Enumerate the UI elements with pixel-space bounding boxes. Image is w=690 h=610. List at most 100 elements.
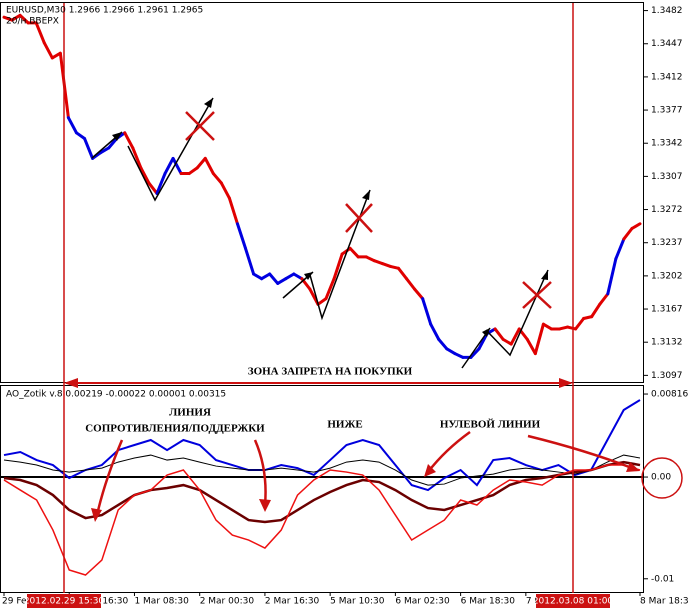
zero-circle xyxy=(641,457,683,499)
x-tick-label: 6 Mar 02:30 xyxy=(395,597,450,607)
annotation: ЛИНИЯ xyxy=(169,407,211,419)
indicator-panel xyxy=(0,385,644,593)
price-segment xyxy=(10,13,22,22)
arrow-head xyxy=(259,499,271,512)
price-segment xyxy=(211,172,223,185)
indicator-line xyxy=(3,399,641,492)
price-segment xyxy=(316,297,328,306)
x-tick-label: 6 Mar 18:30 xyxy=(461,597,516,607)
price-segment xyxy=(107,136,119,150)
price-segment xyxy=(308,287,320,306)
price-title: EURUSD,M30 1.2966 1.2966 1.2961 1.2965 xyxy=(6,6,203,16)
y-tick-label: 1.3377 xyxy=(651,106,683,116)
price-segment xyxy=(340,246,352,256)
price-segment xyxy=(396,266,409,281)
y-tick-label: 0.00816 xyxy=(651,390,688,400)
cross-marks xyxy=(185,111,552,309)
price-segment xyxy=(574,317,586,331)
price-segment xyxy=(405,277,417,291)
time-label-box xyxy=(27,594,101,608)
zone-label: ЗОНА ЗАПРЕТА НА ПОКУПКИ xyxy=(248,366,413,378)
y-tick-label: 1.3412 xyxy=(651,72,683,82)
price-segment xyxy=(533,322,545,356)
price-segment xyxy=(630,222,642,231)
arrow-heads xyxy=(112,98,548,337)
y-tick-label: -0.01 xyxy=(651,574,674,584)
x-tick-label: 5 Mar 10:30 xyxy=(330,597,385,607)
y-tick-label: 1.3097 xyxy=(651,371,683,381)
price-segment xyxy=(66,116,78,135)
price-segment xyxy=(421,297,433,326)
arrow xyxy=(485,269,549,357)
arrow-head xyxy=(112,132,122,141)
price-segment xyxy=(227,196,239,226)
annotation-arrow-heads xyxy=(91,462,640,522)
price-segment xyxy=(171,156,183,176)
x-tick-label: 2 Mar 16:30 xyxy=(265,597,320,607)
x-tick-label: 1 Mar 08:30 xyxy=(134,597,189,607)
price-segment xyxy=(34,21,46,45)
price-segment xyxy=(244,246,256,276)
price-segment xyxy=(268,272,280,285)
arrow-head xyxy=(362,190,370,200)
cross xyxy=(522,281,552,309)
indicator-line xyxy=(3,464,641,576)
annotation-arrow xyxy=(527,434,633,470)
price-segment xyxy=(139,166,151,185)
price-segment xyxy=(477,332,489,351)
price-segment xyxy=(525,337,537,356)
annotation-arrow xyxy=(95,439,124,516)
cross xyxy=(345,203,373,233)
arrow-head xyxy=(482,328,490,337)
arrow-head xyxy=(91,508,102,522)
arrow-head xyxy=(626,462,640,472)
time-label: 2012.03.08 01:00 xyxy=(533,597,614,607)
price-segment xyxy=(203,156,215,176)
indicator-line xyxy=(3,454,641,486)
annotation: НИЖЕ xyxy=(327,419,362,431)
arrow-head xyxy=(204,98,213,108)
zone-arrow-head xyxy=(64,378,78,388)
zone-arrow-head xyxy=(559,378,573,388)
price-segment xyxy=(91,151,103,160)
price-segment xyxy=(284,272,296,281)
price-segment xyxy=(123,131,135,150)
arrow-head xyxy=(541,270,548,280)
price-segment xyxy=(606,257,618,296)
price-segment xyxy=(622,227,634,241)
y-tick-label: 0.00 xyxy=(651,473,671,483)
price-segment xyxy=(18,13,30,25)
annotation-arrow xyxy=(253,439,267,506)
y-tick-label: 1.3202 xyxy=(651,271,683,281)
price-segment xyxy=(292,272,304,281)
y-tick-label: 1.3237 xyxy=(651,238,683,248)
price-segment xyxy=(276,277,288,285)
price-segment xyxy=(469,347,481,359)
x-tick-label: 8 Mar 18:3 xyxy=(640,597,689,607)
price-segment xyxy=(163,156,175,176)
price-segment xyxy=(252,272,264,281)
price-segment xyxy=(99,146,111,155)
price-segment xyxy=(445,347,457,356)
y-tick-label: 1.3132 xyxy=(651,338,683,348)
price-segment xyxy=(614,237,626,261)
annotation: НУЛЕВОЙ ЛИНИИ xyxy=(440,419,541,431)
indicator-title: AO_Zotik v.8 0.00219 -0.00022 0.00001 0.… xyxy=(6,390,226,400)
price-segment xyxy=(187,166,199,176)
time-label: 2012.02.29 15:30 xyxy=(24,597,105,607)
price-segment xyxy=(235,222,248,250)
y-tick-label: 1.3167 xyxy=(651,305,683,315)
price-segment xyxy=(147,181,159,195)
price-segment xyxy=(42,41,54,60)
y-tick-label: 1.3482 xyxy=(651,6,683,16)
arrow-head xyxy=(424,464,436,477)
price-segment xyxy=(501,337,513,346)
price-segment xyxy=(195,156,207,170)
price-segment xyxy=(131,146,143,170)
price-subtitle: 20/н ВВЕРХ xyxy=(6,17,59,27)
price-segment xyxy=(324,277,336,301)
price-segment xyxy=(541,322,553,331)
price-segment xyxy=(348,246,360,259)
